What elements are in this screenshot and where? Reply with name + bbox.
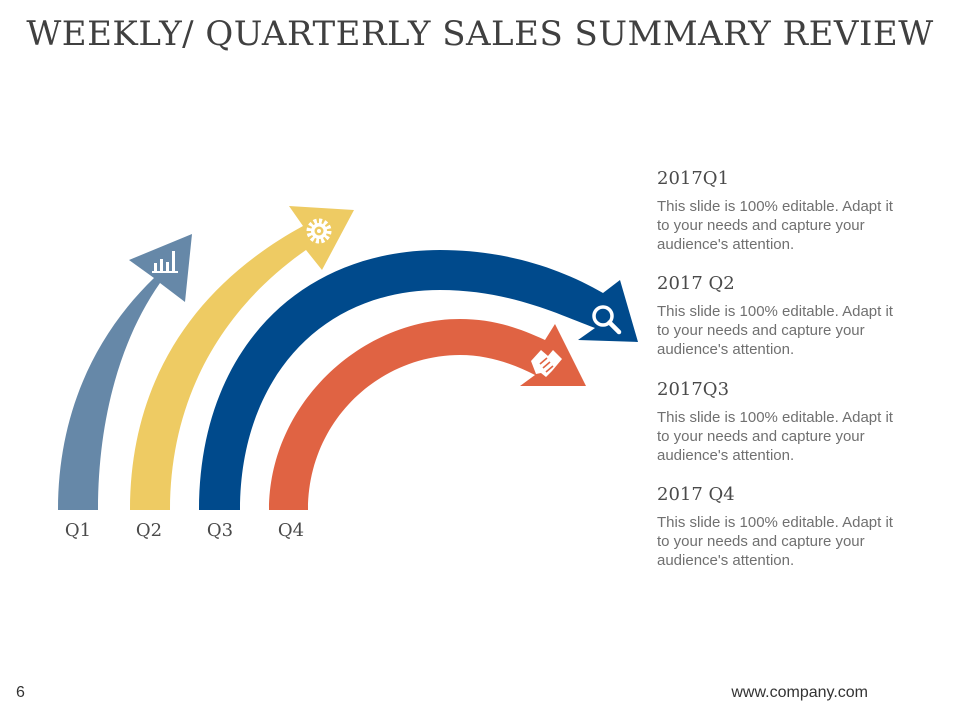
summary-text: This slide is 100% editable. Adapt it to…	[657, 198, 893, 253]
arrow-q2-shape	[130, 206, 354, 510]
summary-text: This slide is 100% editable. Adapt it to…	[657, 514, 893, 569]
handshake-icon	[531, 350, 562, 377]
footer-url[interactable]: www.company.com	[731, 684, 868, 701]
quarter-label-q1: Q1	[64, 520, 92, 541]
arrow-q4-shape	[269, 319, 586, 510]
arrow-q2	[130, 206, 354, 510]
summary-title: 2017 Q4	[657, 484, 735, 505]
quarter-label-q2: Q2	[135, 520, 163, 541]
arrow-q1-shape	[58, 234, 192, 510]
summary-block-q1: 2017Q1 This slide is 100% editable. Adap…	[657, 168, 907, 254]
gear-icon	[306, 218, 332, 244]
summary-title: 2017Q1	[657, 168, 730, 189]
summary-text: This slide is 100% editable. Adapt it to…	[657, 409, 893, 464]
summary-block-q3: 2017Q3 This slide is 100% editable. Adap…	[657, 379, 907, 465]
arrow-q3-shape	[199, 250, 638, 510]
quarter-label-q4: Q4	[277, 520, 305, 541]
summary-block-q2: 2017 Q2 This slide is 100% editable. Ada…	[657, 273, 907, 359]
bar-chart-icon	[152, 251, 178, 273]
summary-text: This slide is 100% editable. Adapt it to…	[657, 303, 893, 358]
quarter-label-q3: Q3	[206, 520, 234, 541]
arrow-q3	[199, 250, 638, 510]
summary-title: 2017Q3	[657, 379, 730, 400]
magnifier-icon	[592, 305, 622, 335]
slide-title: WEEKLY/ QUARTERLY SALES SUMMARY REVIEW	[26, 14, 934, 54]
arrow-q4	[269, 319, 586, 510]
page-number: 6	[16, 684, 25, 701]
arrow-q1	[58, 234, 192, 510]
summary-title: 2017 Q2	[657, 273, 735, 294]
summary-block-q4: 2017 Q4 This slide is 100% editable. Ada…	[657, 484, 907, 570]
